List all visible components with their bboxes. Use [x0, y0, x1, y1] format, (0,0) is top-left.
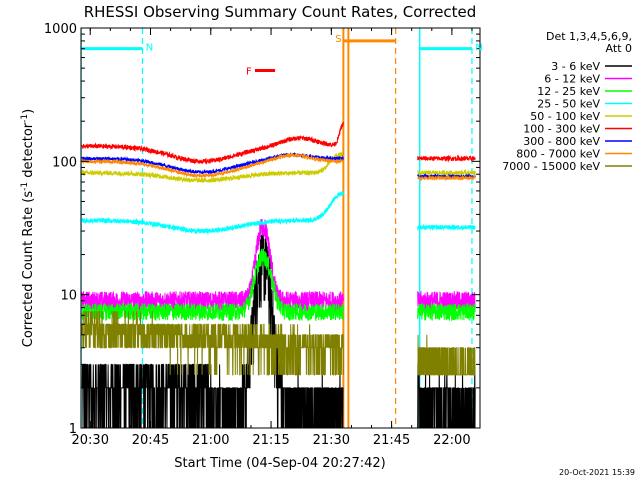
- series-line-5: [81, 121, 476, 165]
- y-tick-label: 1: [69, 422, 77, 437]
- interval-label: N: [475, 43, 482, 54]
- legend-header-2: Att 0: [606, 42, 632, 55]
- series-line-3: [81, 191, 476, 236]
- legend-header-1: Det 1,3,4,5,6,9,: [546, 30, 632, 43]
- legend-label: 800 - 7000 keV: [516, 148, 600, 161]
- x-tick-label: 21:00: [192, 433, 229, 448]
- x-tick-label: 20:45: [132, 433, 169, 448]
- x-tick-label: 21:45: [373, 433, 410, 448]
- flare-marker-label: F: [246, 67, 252, 78]
- y-tick-label: 1000: [44, 22, 77, 37]
- legend-label: 7000 - 15000 keV: [502, 160, 600, 173]
- legend-label: 3 - 6 keV: [551, 60, 600, 73]
- interval-label: N: [146, 43, 153, 54]
- x-axis-label: Start Time (04-Sep-04 20:27:42): [174, 456, 385, 471]
- series-line-7: [81, 152, 476, 182]
- legend-label: 100 - 300 keV: [523, 123, 600, 136]
- plot-frame: [80, 27, 481, 429]
- legend-label: 300 - 800 keV: [523, 135, 600, 148]
- y-axis-label: Corrected Count Rate (s-1 detector-1): [20, 109, 36, 347]
- legend-label: 12 - 25 keV: [537, 85, 600, 98]
- timestamp: 20-Oct-2021 15:39: [559, 468, 635, 477]
- x-tick-label: 21:30: [313, 433, 350, 448]
- y-tick-label: 10: [60, 289, 77, 304]
- series-line-2: [81, 248, 476, 322]
- y-tick-label: 100: [52, 155, 77, 170]
- legend-label: 6 - 12 keV: [544, 73, 600, 86]
- series-line-4: [81, 151, 476, 184]
- legend-label: 50 - 100 keV: [530, 110, 600, 123]
- series-line-8: [81, 310, 476, 376]
- x-tick-label: 20:30: [72, 433, 109, 448]
- legend-label: 25 - 50 keV: [537, 98, 600, 111]
- x-tick-label: 21:15: [252, 433, 289, 448]
- interval-label: S: [335, 34, 341, 45]
- series-line-0: [81, 229, 476, 428]
- x-tick-label: 22:00: [433, 433, 470, 448]
- chart-title: RHESSI Observing Summary Count Rates, Co…: [84, 3, 477, 21]
